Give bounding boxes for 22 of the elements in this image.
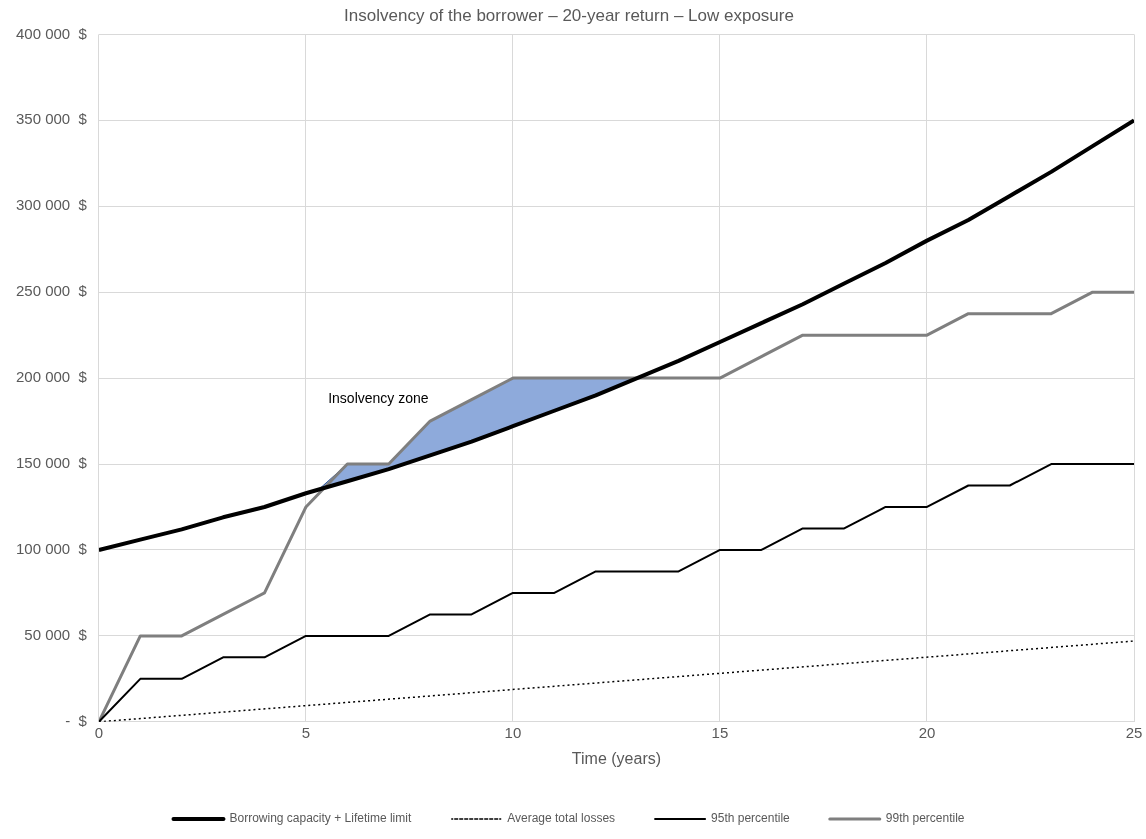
x-tick-label: 15 [711,723,729,741]
legend-label: Borrowing capacity + Lifetime limit [229,811,412,826]
y-tick-label: 400 000 $ [15,24,88,42]
x-tick-label: 5 [301,723,311,741]
y-tick-label: 150 000 $ [15,454,88,472]
legend-label: 95th percentile [711,811,791,826]
y-tick-label: 200 000 $ [15,368,88,386]
x-axis-title: Time (years) [571,749,662,767]
y-tick-label: 50 000 $ [24,626,88,644]
x-tick-label: 25 [1125,723,1143,741]
y-tick-label: - $ [65,711,88,729]
y-tick-label: 350 000 $ [15,110,88,128]
y-tick-label: 300 000 $ [15,196,88,214]
legend-label: 99th percentile [885,811,965,826]
y-tick-label: 250 000 $ [15,282,88,300]
y-tick-label: 100 000 $ [15,540,88,558]
annotation: Insolvency zone [328,389,429,406]
x-tick-label: 20 [918,723,936,741]
chart-title: Insolvency of the borrower – 20-year return – Low exposure [344,5,794,25]
x-tick-label: 0 [94,723,104,741]
legend-label: Average total losses [507,811,616,826]
x-tick-label: 10 [504,723,522,741]
